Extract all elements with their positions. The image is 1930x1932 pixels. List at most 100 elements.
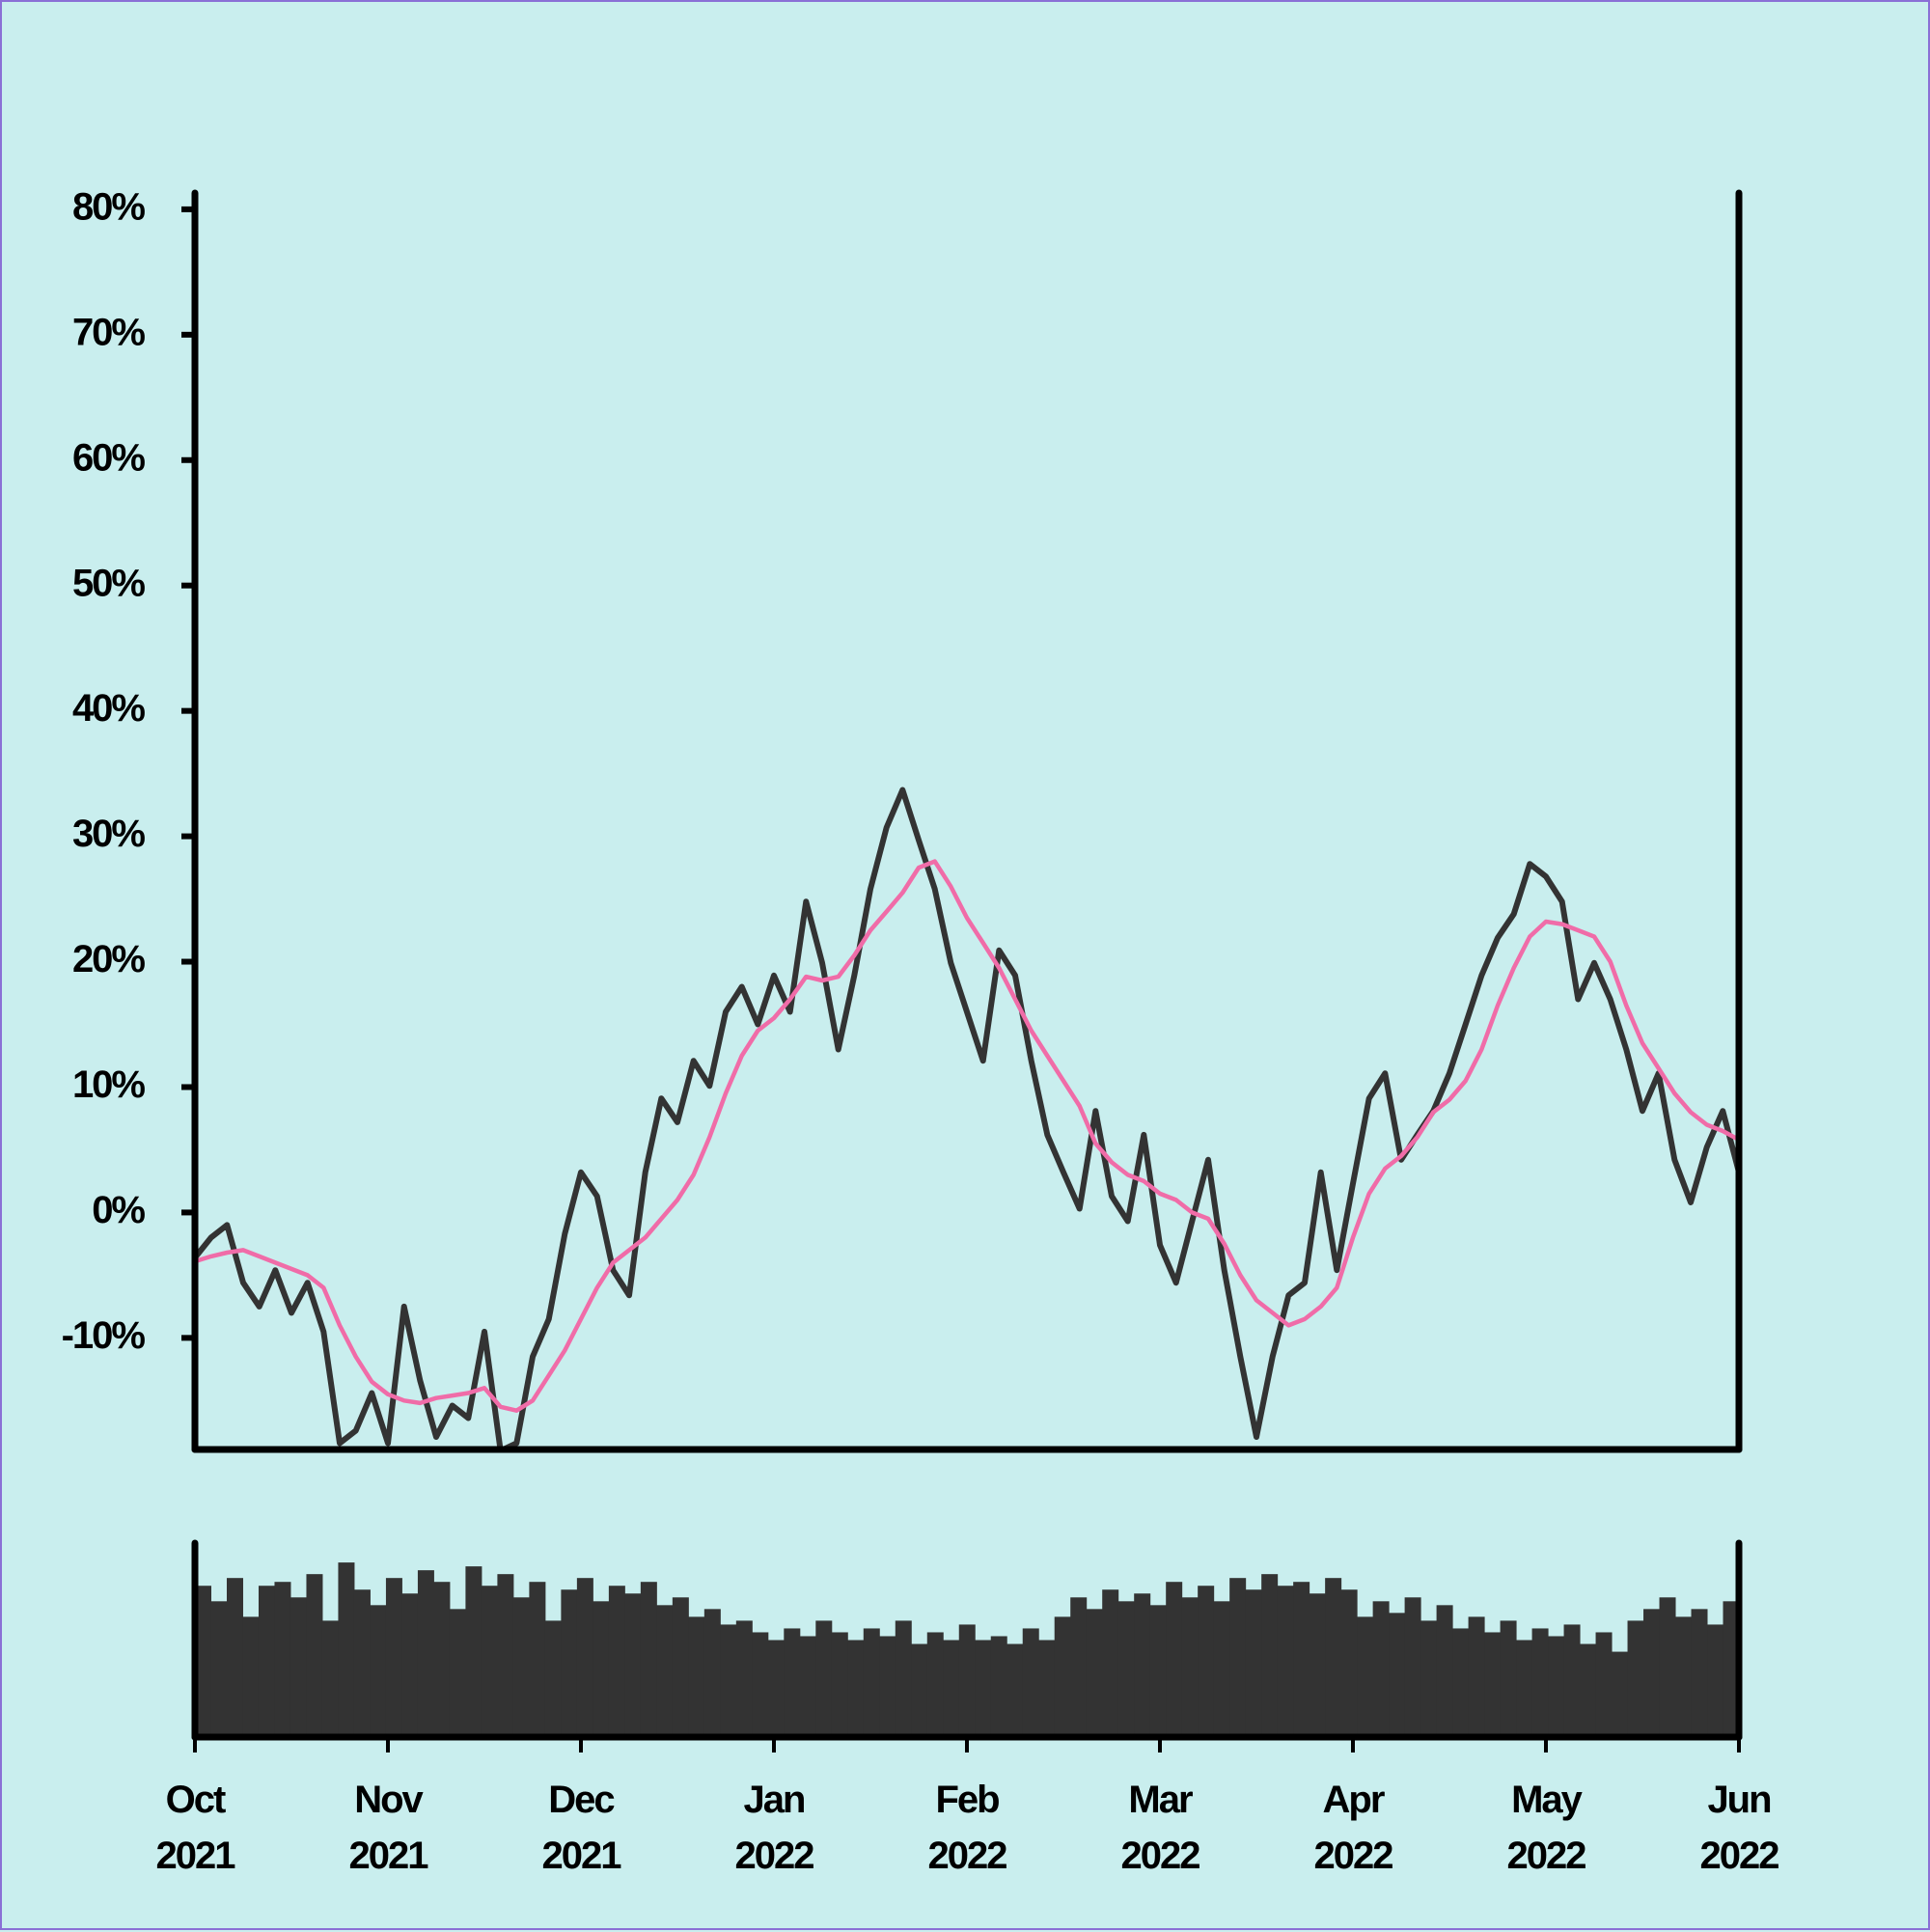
series-line	[195, 859, 1739, 1413]
volume-bar	[1293, 1582, 1310, 1737]
volume-bar	[385, 1578, 402, 1737]
volume-bar	[672, 1597, 689, 1737]
volume-bar	[1484, 1632, 1502, 1737]
x-tick-label: Dec 2021	[541, 1779, 622, 1877]
volume-bar	[863, 1628, 880, 1737]
volume-bar	[1691, 1609, 1708, 1737]
volume-bar	[1134, 1593, 1151, 1737]
y-tick-label: 20%	[72, 938, 145, 980]
volume-bar	[1117, 1601, 1135, 1737]
volume-bar	[561, 1589, 578, 1737]
volume-bar	[720, 1624, 737, 1737]
volume-bar	[1548, 1636, 1565, 1737]
volume-bar	[210, 1601, 228, 1737]
volume-bar	[1086, 1609, 1103, 1737]
y-tick-label: 30%	[72, 813, 145, 855]
volume-bar	[958, 1624, 976, 1737]
volume-bar	[831, 1632, 848, 1737]
volume-bar	[1166, 1582, 1183, 1737]
volume-bar	[1340, 1589, 1358, 1737]
volume-bar	[703, 1609, 721, 1737]
volume-bar	[688, 1616, 705, 1737]
volume-bar	[226, 1578, 243, 1737]
volume-bar	[242, 1616, 260, 1737]
volume-bar	[1229, 1578, 1247, 1737]
volume-bar	[1102, 1589, 1119, 1737]
series-line	[195, 787, 1739, 1449]
volume-bar	[1452, 1628, 1470, 1737]
volume-bar	[1675, 1616, 1693, 1737]
volume-bar	[1022, 1628, 1039, 1737]
volume-bar	[481, 1586, 498, 1737]
volume-bar	[593, 1601, 610, 1737]
volume-bar	[512, 1597, 530, 1737]
series-group	[195, 787, 1739, 1449]
volume-bar	[752, 1632, 769, 1737]
volume-bar	[975, 1640, 992, 1737]
x-tick-label: Oct 2021	[155, 1779, 236, 1877]
volume-bar	[1325, 1578, 1342, 1737]
volume-bar	[1627, 1620, 1644, 1737]
y-tick-label: 50%	[72, 562, 145, 604]
volume-bar	[1070, 1597, 1088, 1737]
y-tick-label: 60%	[72, 436, 145, 479]
volume-bar	[1245, 1589, 1262, 1737]
volume-bar	[895, 1620, 912, 1737]
y-tick-label: -10%	[62, 1314, 146, 1357]
volume-bar	[338, 1562, 355, 1737]
y-tick-label: 80%	[72, 185, 145, 228]
y-tick-label: 70%	[72, 311, 145, 353]
x-tick-label: May 2022	[1506, 1779, 1587, 1877]
volume-bar	[847, 1640, 865, 1737]
x-tick-label: Apr 2022	[1313, 1779, 1394, 1877]
volume-bar	[1149, 1605, 1167, 1737]
volume-bar	[1054, 1616, 1071, 1737]
volume-bar	[1038, 1640, 1056, 1737]
volume-bar	[449, 1609, 466, 1737]
volume-bar	[640, 1582, 657, 1737]
volume-bar	[1261, 1574, 1279, 1737]
volume-bar	[799, 1636, 816, 1737]
volume-bar	[656, 1605, 674, 1737]
volume-bar	[911, 1643, 928, 1737]
x-tick-label: Nov 2021	[348, 1779, 429, 1877]
volume-bar	[943, 1640, 960, 1737]
x-tick-label: Jun 2022	[1699, 1779, 1780, 1877]
volume-bar	[1357, 1616, 1374, 1737]
volume-bar	[417, 1570, 434, 1737]
volume-bar	[879, 1636, 896, 1737]
volume-bar	[1404, 1597, 1421, 1737]
volume-bar	[544, 1620, 562, 1737]
volume-bar	[1516, 1640, 1533, 1737]
volume-bar	[274, 1582, 291, 1737]
volume-bar	[1309, 1593, 1326, 1737]
volume-bar	[1213, 1601, 1230, 1737]
volume-bar	[608, 1586, 625, 1737]
volume-bar	[465, 1566, 482, 1737]
volume-bar	[624, 1593, 642, 1737]
y-tick-label: 10%	[72, 1063, 145, 1106]
volume-bar	[990, 1636, 1007, 1737]
volume-bar	[321, 1620, 339, 1737]
volume-bar	[815, 1620, 833, 1737]
volume-bar	[529, 1582, 546, 1737]
x-tick-label: Jan 2022	[734, 1779, 815, 1877]
volume-bar	[290, 1597, 307, 1737]
volume-bar	[767, 1640, 785, 1737]
volume-bar	[1531, 1628, 1549, 1737]
volume-bar	[1500, 1620, 1517, 1737]
volume-bar	[1181, 1597, 1199, 1737]
volume-bar	[1723, 1601, 1740, 1737]
y-tick-label: 40%	[72, 687, 145, 730]
volume-bar	[1563, 1624, 1581, 1737]
volume-bar	[1006, 1643, 1024, 1737]
volume-bar	[1277, 1586, 1294, 1737]
volume-bar	[1659, 1597, 1676, 1737]
volume-bar	[258, 1586, 275, 1737]
volume-bar	[433, 1582, 451, 1737]
volume-bar	[1468, 1616, 1485, 1737]
volume-bar	[497, 1574, 514, 1737]
volume-bar	[1372, 1601, 1390, 1737]
volume-bar	[1612, 1651, 1629, 1737]
